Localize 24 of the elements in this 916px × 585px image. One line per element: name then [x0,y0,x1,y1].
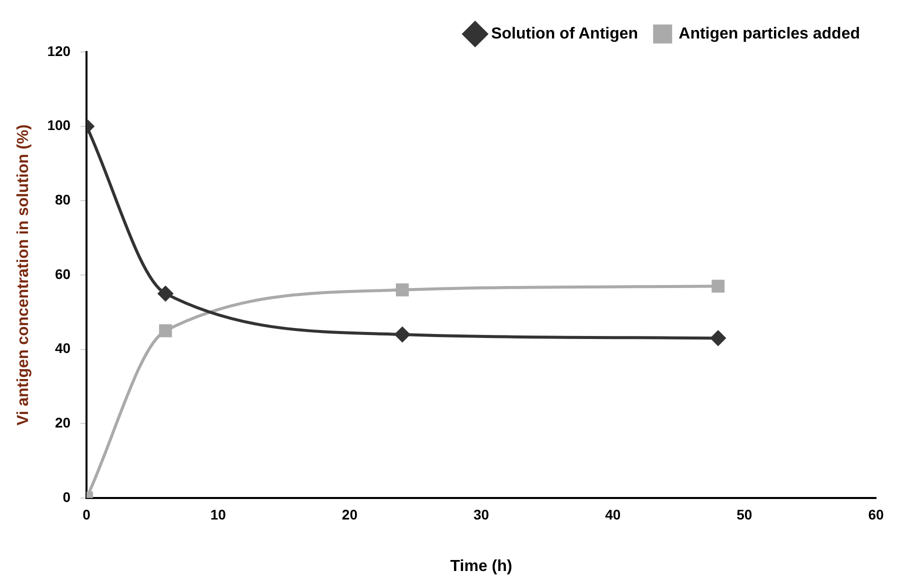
point [159,324,172,338]
point [710,330,726,346]
point [712,280,725,293]
y-tick-label: 100 [47,117,71,134]
legend-label: Antigen particles added [678,25,860,42]
y-tick-label: 80 [54,192,71,208]
x-tick-label: 10 [210,506,226,522]
point [394,326,410,342]
y-tick-label: 120 [47,42,71,59]
y-tick-label: 40 [54,340,71,356]
legend-label: Solution of Antigen [491,25,638,42]
x-tick-label: 40 [605,506,621,522]
x-tick-label: 50 [736,506,752,522]
y-axis-title: Vi antigen concentration in solution (%) [15,124,32,426]
x-tick-label: 20 [342,506,358,522]
x-tick-label: 60 [868,506,884,522]
x-tick-label: 30 [473,506,490,522]
y-tick-label: 20 [54,414,71,431]
point [158,286,174,302]
point [396,283,409,296]
x-tick-label: 0 [82,506,91,522]
y-tick-label: 60 [54,266,71,282]
y-tick-label: 0 [62,488,71,505]
x-axis-title: Time (h) [450,558,512,575]
